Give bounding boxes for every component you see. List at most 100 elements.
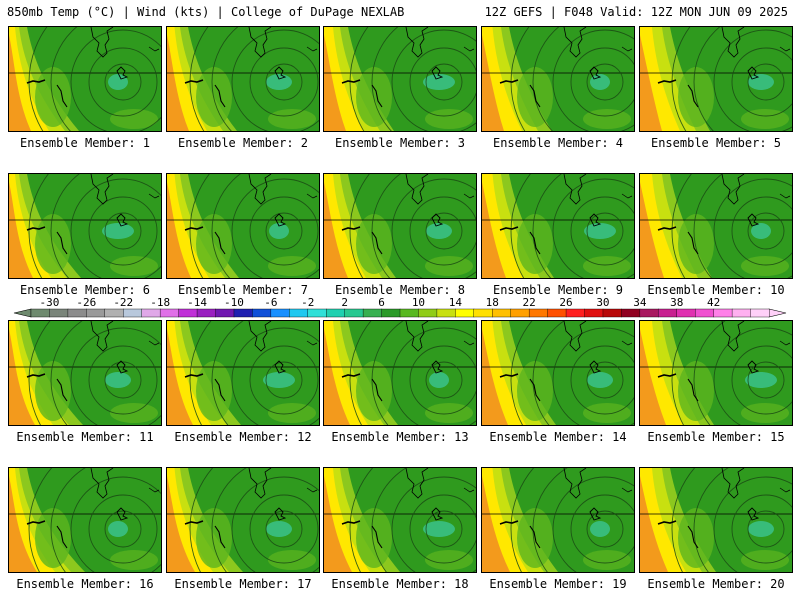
- colorbar-tick-label: -18: [150, 296, 170, 309]
- colorbar-graphic: -30 -26 -22 -18 -14 -10 -6 -2 2 6 10 14 18 22 26 30 34 38…: [13, 296, 787, 318]
- ensemble-map: [481, 467, 635, 573]
- colorbar-swatch: [565, 308, 585, 318]
- ensemble-member-label: Ensemble Member: 12: [174, 430, 312, 444]
- colorbar-swatch: [695, 308, 715, 318]
- colorbar-swatch: [713, 308, 733, 318]
- colorbar-tick-label: -14: [187, 296, 207, 309]
- ensemble-map: [166, 467, 320, 573]
- colorbar-swatch: [104, 308, 124, 318]
- ensemble-member-label: Ensemble Member: 7: [177, 283, 309, 297]
- colorbar-tick-label: 38: [670, 296, 683, 309]
- ensemble-map: [166, 26, 320, 132]
- ensemble-member-label: Ensemble Member: 10: [647, 283, 785, 297]
- colorbar-swatch: [67, 308, 87, 318]
- colorbar-swatch: [455, 308, 475, 318]
- ensemble-member-label: Ensemble Member: 1: [19, 136, 151, 150]
- ensemble-map: [166, 320, 320, 426]
- colorbar-min-arrow: [13, 308, 32, 318]
- ensemble-member-label: Ensemble Member: 19: [489, 577, 627, 591]
- ensemble-map: [8, 320, 162, 426]
- ensemble-member-label: Ensemble Member: 15: [647, 430, 785, 444]
- colorbar-swatch: [326, 308, 346, 318]
- ensemble-map: [639, 26, 793, 132]
- colorbar-swatch: [528, 308, 549, 318]
- ensemble-member-label: Ensemble Member: 11: [16, 430, 154, 444]
- ensemble-map: [8, 26, 162, 132]
- colorbar-swatch: [30, 308, 50, 318]
- colorbar-tick-label: -10: [224, 296, 244, 309]
- colorbar-swatch: [399, 308, 419, 318]
- colorbar-swatch: [492, 308, 512, 318]
- colorbar-max-arrow: [768, 308, 787, 318]
- ensemble-member-label: Ensemble Member: 13: [331, 430, 469, 444]
- ensemble-map: [481, 173, 635, 279]
- chart-title: 850mb Temp (°C) | Wind (kts) | College o…: [7, 5, 405, 19]
- colorbar-swatch: [178, 308, 198, 318]
- ensemble-member-label: Ensemble Member: 9: [492, 283, 624, 297]
- colorbar-swatch: [141, 308, 161, 318]
- colorbar-tick-label: 18: [486, 296, 499, 309]
- ensemble-member-label: Ensemble Member: 17: [174, 577, 312, 591]
- temperature-colorbar: -30 -26 -22 -18 -14 -10 -6 -2 2 6 10 14 18 22 26 30 34 38…: [0, 296, 800, 320]
- ensemble-map: [639, 467, 793, 573]
- ensemble-member-label: Ensemble Member: 14: [489, 430, 627, 444]
- colorbar-tick-label: 26: [559, 296, 572, 309]
- ensemble-map: [323, 173, 477, 279]
- ensemble-member-label: Ensemble Member: 18: [331, 577, 469, 591]
- colorbar-swatch: [344, 308, 364, 318]
- colorbar-swatch: [196, 308, 217, 318]
- ensemble-member-label: Ensemble Member: 16: [16, 577, 154, 591]
- colorbar-swatch: [215, 308, 235, 318]
- ensemble-map: [166, 173, 320, 279]
- colorbar-swatch: [658, 308, 678, 318]
- ensemble-member-label: Ensemble Member: 2: [177, 136, 309, 150]
- colorbar-tick-label: -26: [76, 296, 96, 309]
- colorbar-tick-label: 22: [523, 296, 536, 309]
- colorbar-swatch: [307, 308, 327, 318]
- ensemble-member-label: Ensemble Member: 4: [492, 136, 624, 150]
- colorbar-tick-label: -2: [301, 296, 314, 309]
- colorbar-swatch: [252, 308, 272, 318]
- colorbar-tick-label: 2: [341, 296, 348, 309]
- colorbar-swatch: [159, 308, 180, 318]
- colorbar-tick-label: 30: [596, 296, 609, 309]
- ensemble-map: [323, 26, 477, 132]
- ensemble-member-label: Ensemble Member: 6: [19, 283, 151, 297]
- colorbar-swatch: [436, 308, 456, 318]
- ensemble-map: [481, 26, 635, 132]
- ensemble-member-label: Ensemble Member: 3: [334, 136, 466, 150]
- ensemble-map: [323, 467, 477, 573]
- ensemble-map: [8, 467, 162, 573]
- colorbar-swatch: [584, 308, 604, 318]
- colorbar-tick-label: 6: [378, 296, 385, 309]
- colorbar-swatch: [289, 308, 309, 318]
- colorbar-swatch: [602, 308, 622, 318]
- colorbar-tick-label: -22: [113, 296, 133, 309]
- colorbar-swatch: [123, 308, 143, 318]
- ensemble-map: [8, 173, 162, 279]
- colorbar-swatch: [676, 308, 696, 318]
- colorbar-swatch: [547, 308, 567, 318]
- ensemble-map: [323, 320, 477, 426]
- colorbar-tick-label: -6: [264, 296, 277, 309]
- model-run-info: 12Z GEFS | F048 Valid: 12Z MON JUN 09 20…: [484, 5, 788, 19]
- ensemble-member-label: Ensemble Member: 20: [647, 577, 785, 591]
- colorbar-swatch: [418, 308, 438, 318]
- colorbar-swatch: [639, 308, 659, 318]
- colorbar-swatch: [731, 308, 752, 318]
- ensemble-map: [481, 320, 635, 426]
- colorbar-swatch: [381, 308, 401, 318]
- colorbar-swatch: [49, 308, 69, 318]
- colorbar-swatch: [270, 308, 290, 318]
- colorbar-tick-label: -30: [40, 296, 60, 309]
- colorbar-swatch: [86, 308, 106, 318]
- ensemble-member-label: Ensemble Member: 8: [334, 283, 466, 297]
- colorbar-swatch: [621, 308, 641, 318]
- colorbar-swatch: [362, 308, 383, 318]
- ensemble-member-label: Ensemble Member: 5: [650, 136, 782, 150]
- colorbar-tick-label: 10: [412, 296, 425, 309]
- colorbar-tick-label: 42: [707, 296, 720, 309]
- ensemble-map: [639, 173, 793, 279]
- ensemble-map: [639, 320, 793, 426]
- colorbar-swatch: [473, 308, 493, 318]
